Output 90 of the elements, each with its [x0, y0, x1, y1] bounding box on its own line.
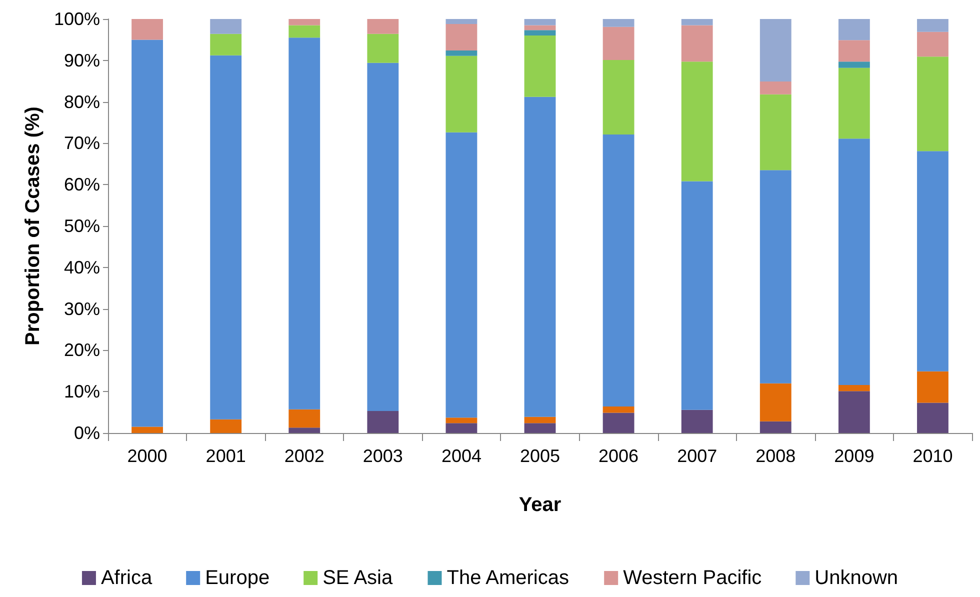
bar: [524, 423, 556, 433]
bar: [917, 19, 948, 32]
bar: [446, 132, 478, 418]
bar: [288, 409, 320, 428]
bar: [917, 151, 948, 372]
bar: [367, 62, 399, 412]
bar: [917, 56, 948, 152]
legend-label: Europe: [205, 567, 270, 589]
bar: [446, 50, 478, 56]
y-tick-label: 50%: [64, 216, 100, 236]
y-tick-label: 20%: [64, 340, 100, 360]
y-tick-label: 40%: [64, 257, 100, 278]
bar: [210, 55, 242, 420]
bar: [602, 26, 634, 60]
x-tick-label: 2007: [677, 446, 718, 466]
bar: [760, 19, 792, 82]
y-tick-label: 60%: [64, 174, 100, 195]
bar: [288, 428, 320, 433]
x-tick-label: 2003: [362, 446, 403, 466]
bar: [760, 94, 792, 170]
bar: [838, 62, 870, 68]
bar: [838, 40, 870, 62]
y-tick-label: 70%: [64, 133, 100, 154]
x-tick-label: 2004: [441, 446, 482, 466]
bar: [132, 426, 163, 433]
bar: [838, 384, 870, 392]
bar: [446, 423, 478, 433]
bar: [838, 138, 870, 385]
x-tick-label: 2000: [127, 446, 168, 466]
bar: [524, 30, 556, 36]
bar: [524, 19, 556, 26]
legend-label: The Americas: [446, 567, 569, 589]
bar: [838, 68, 870, 139]
bar: [838, 391, 870, 433]
y-axis-title: Proportion of Ccases (%): [22, 106, 44, 346]
bar: [524, 36, 556, 97]
bar: [288, 19, 320, 26]
bar: [760, 82, 792, 94]
legend-label: Western Pacific: [623, 567, 762, 589]
bar: [367, 19, 399, 34]
bar: [210, 19, 242, 34]
bar: [917, 371, 948, 403]
bar: [681, 181, 713, 410]
bar: [602, 19, 634, 27]
bar: [446, 418, 478, 424]
bar: [446, 56, 478, 132]
bar: [838, 19, 870, 40]
bar: [367, 411, 399, 433]
bar: [602, 412, 634, 433]
bar: [602, 60, 634, 135]
bar: [760, 421, 792, 433]
x-tick-label: 2009: [834, 446, 874, 466]
bar: [681, 19, 713, 26]
bar: [524, 25, 556, 30]
bar: [210, 419, 242, 433]
y-tick-label: 0%: [74, 423, 100, 443]
bar: [917, 402, 948, 433]
x-tick-label: 2002: [284, 446, 324, 466]
x-tick-label: 2001: [206, 446, 246, 466]
bar: [760, 170, 792, 384]
bar: [681, 410, 713, 433]
bar: [917, 32, 948, 57]
bar: [602, 134, 634, 407]
x-axis-title: Year: [518, 494, 562, 516]
bar: [288, 25, 320, 38]
y-tick-label: 90%: [64, 50, 100, 70]
bar: [446, 24, 478, 50]
y-tick-label: 30%: [64, 298, 100, 319]
bar: [524, 96, 556, 417]
bar: [288, 38, 320, 410]
bar: [760, 383, 792, 422]
legend-label: Africa: [100, 567, 153, 589]
x-tick-label: 2005: [520, 446, 560, 466]
bar: [446, 19, 478, 24]
x-tick-label: 2008: [756, 446, 796, 466]
bar: [681, 62, 713, 182]
bar: [681, 25, 713, 62]
bar: [132, 40, 163, 427]
bar: [367, 34, 399, 63]
bar: [132, 19, 163, 40]
x-tick-label: 2010: [912, 446, 953, 466]
x-tick-label: 2006: [598, 446, 639, 466]
legend-label: Unknown: [814, 567, 898, 589]
bar: [210, 34, 242, 56]
y-tick-label: 80%: [64, 92, 100, 112]
legend-label: SE Asia: [322, 567, 394, 589]
y-tick-label: 100%: [54, 9, 100, 29]
y-tick-label: 10%: [64, 382, 100, 402]
bar: [602, 406, 634, 413]
bar: [524, 416, 556, 424]
